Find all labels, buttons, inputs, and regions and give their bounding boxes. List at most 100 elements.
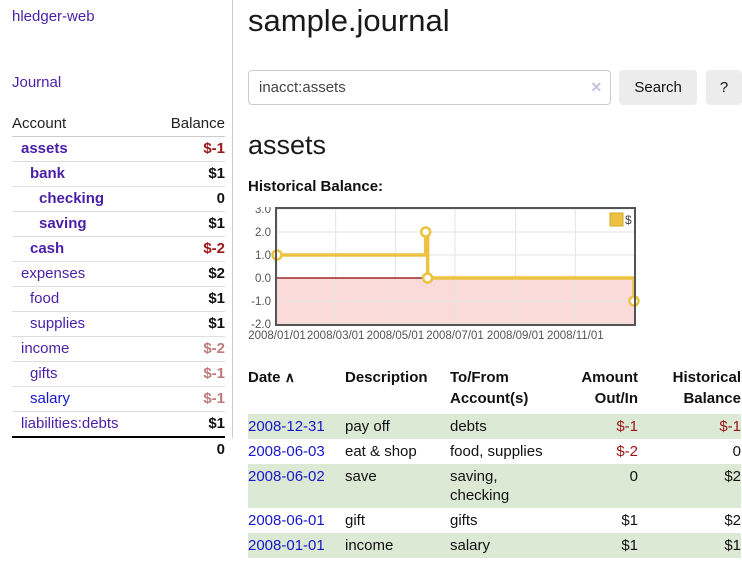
account-balance: $-1 — [153, 361, 225, 387]
x-tick-label: 2008/07/01 — [426, 330, 484, 342]
register-table-body: 2008-12-31 pay off debts $-1 $-1 2008-06-03 ea… — [248, 414, 741, 558]
balance-column-header: Balance — [153, 112, 225, 137]
sidebar-item-journal[interactable]: Journal — [12, 74, 62, 91]
account-balance: $1 — [153, 311, 225, 337]
transaction-date-link[interactable]: 2008-01-01 — [248, 537, 325, 554]
y-tick-label: 3.0 — [255, 207, 271, 216]
clear-search-icon[interactable]: ✕ — [590, 79, 603, 95]
transaction-description: income — [345, 537, 394, 554]
account-link[interactable]: food — [30, 290, 60, 307]
column-header-amount: Amount Out/In — [581, 369, 638, 407]
account-link[interactable]: expenses — [21, 265, 86, 282]
transaction-date-link[interactable]: 2008-06-03 — [248, 443, 325, 460]
account-row: liabilities:debts $1 — [12, 411, 225, 438]
main-content: sample.journal ✕ Search ? assets Histori… — [248, 0, 742, 558]
x-tick-label: 2008/11/01 — [547, 330, 604, 342]
transaction-amount: $-2 — [616, 443, 638, 460]
legend-label: $ — [625, 213, 632, 227]
transaction-description: eat & shop — [345, 443, 417, 460]
transaction-accounts: food, supplies — [450, 443, 543, 460]
transaction-description: save — [345, 468, 377, 485]
search-input-wrapper: ✕ — [248, 70, 612, 105]
search-bar: ✕ Search ? — [248, 70, 742, 105]
register-table: Date ∧ Description To/From Account(s) Am… — [248, 367, 741, 558]
y-tick-label: 1.0 — [255, 250, 271, 262]
transaction-amount: $1 — [621, 512, 638, 529]
search-input[interactable] — [248, 70, 612, 105]
transaction-date-link[interactable]: 2008-06-01 — [248, 512, 325, 529]
account-link[interactable]: saving — [39, 215, 87, 232]
account-balance: $-1 — [153, 386, 225, 412]
x-tick-label: 2008/05/01 — [367, 330, 425, 342]
transaction-date-link[interactable]: 2008-12-31 — [248, 418, 325, 435]
account-link[interactable]: income — [21, 340, 70, 357]
register-row: 2008-06-01 gift gifts $1 $2 — [248, 508, 741, 533]
chart-title: Historical Balance: — [248, 178, 384, 195]
account-link[interactable]: bank — [30, 165, 66, 182]
transaction-accounts: gifts — [450, 512, 478, 529]
accounts-table-body: Account Balance assets $-1 bank $1 checking 0… — [12, 112, 225, 462]
account-link[interactable]: salary — [30, 390, 71, 407]
account-link[interactable]: cash — [30, 240, 65, 257]
account-balance: $1 — [153, 411, 225, 438]
x-tick-label: 2008/01/01 — [248, 330, 306, 342]
account-row: income $-2 — [12, 336, 225, 362]
account-row: salary $-1 — [12, 386, 225, 412]
data-point-marker[interactable] — [419, 226, 432, 238]
sidebar: hledger-web Journal Account Balance asse… — [0, 0, 233, 462]
transaction-balance: $-1 — [719, 418, 741, 435]
register-row: 2008-06-03 eat & shop food, supplies $-2 0 — [248, 439, 741, 464]
transaction-amount: $1 — [621, 537, 638, 554]
plot-border — [275, 207, 636, 326]
account-balance: $1 — [153, 286, 225, 312]
x-tick-label: 2008/09/01 — [487, 330, 545, 342]
column-header-description: Description — [345, 369, 428, 386]
transaction-accounts: debts — [450, 418, 487, 435]
register-header-row: Date ∧ Description To/From Account(s) Am… — [248, 367, 741, 414]
transaction-balance: $2 — [724, 512, 741, 529]
account-row: checking 0 — [12, 186, 225, 212]
account-row: gifts $-1 — [12, 361, 225, 387]
register-row: 2008-01-01 income salary $1 $1 — [248, 533, 741, 558]
transaction-amount: 0 — [629, 468, 638, 485]
account-link[interactable]: checking — [39, 190, 105, 207]
register-row: 2008-12-31 pay off debts $-1 $-1 — [248, 414, 741, 439]
account-balance: $-1 — [153, 136, 225, 162]
app-brand-link[interactable]: hledger-web — [12, 8, 95, 25]
column-header-date[interactable]: Date ∧ — [248, 369, 295, 386]
transaction-description: pay off — [345, 418, 390, 435]
account-link[interactable]: supplies — [30, 315, 86, 332]
data-point-marker[interactable] — [421, 272, 434, 284]
accounts-total-row: 0 — [12, 436, 225, 462]
accounts-table-header: Account Balance — [12, 112, 225, 137]
account-row: expenses $2 — [12, 261, 225, 287]
account-link[interactable]: liabilities:debts — [21, 415, 119, 432]
account-balance: $2 — [153, 261, 225, 287]
y-tick-label: -2.0 — [251, 319, 271, 331]
account-balance: $-2 — [153, 336, 225, 362]
column-header-balance: Historical Balance — [672, 369, 741, 407]
account-row: cash $-2 — [12, 236, 225, 262]
account-heading: assets — [248, 130, 327, 160]
transaction-balance: $2 — [724, 468, 741, 485]
y-tick-label: 0.0 — [255, 273, 271, 285]
account-balance: 0 — [153, 186, 225, 212]
accounts-balance-table: Account Balance assets $-1 bank $1 checking 0… — [12, 112, 225, 462]
help-button[interactable]: ? — [706, 70, 742, 105]
transaction-date-link[interactable]: 2008-06-02 — [248, 468, 325, 485]
account-row: bank $1 — [12, 161, 225, 187]
account-link[interactable]: assets — [21, 140, 68, 157]
column-header-accounts: To/From Account(s) — [450, 369, 529, 407]
sort-ascending-icon: ∧ — [284, 369, 295, 385]
search-button[interactable]: Search — [619, 70, 698, 105]
page-title: sample.journal — [248, 3, 450, 38]
historical-balance-chart[interactable]: $3.0 2.0 1.0 0.0 -1.0 -2.0 2008/01/01 2008/03/0… — [248, 207, 742, 347]
y-tick-label: 2.0 — [255, 227, 271, 239]
account-row: supplies $1 — [12, 311, 225, 337]
account-row: food $1 — [12, 286, 225, 312]
account-link[interactable]: gifts — [30, 365, 58, 382]
transaction-description: gift — [345, 512, 366, 529]
legend-swatch — [609, 212, 624, 227]
account-row: saving $1 — [12, 211, 225, 237]
